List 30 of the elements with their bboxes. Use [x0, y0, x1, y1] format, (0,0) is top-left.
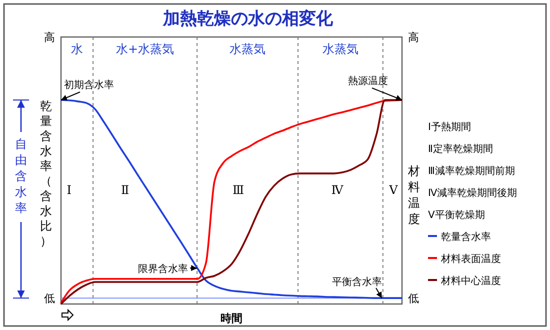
text: Ⅳ減率乾燥期間後期 — [428, 187, 518, 199]
text: Ⅰ予熱期間 — [428, 121, 471, 133]
annotation: 初期含水率 — [64, 79, 114, 91]
annotation: Ⅱ — [121, 183, 130, 197]
chart-title: 加熱乾燥の水の相変化 — [162, 9, 334, 29]
x-axis-title: 時間 — [220, 312, 242, 325]
annotation: 限界含水率 — [138, 263, 188, 275]
text: Ⅲ減率乾燥期間前期 — [428, 165, 515, 177]
text: Ⅱ定率乾燥期間 — [428, 143, 493, 155]
annotation: Ⅰ — [66, 183, 72, 197]
legend-label: 乾量含水率 — [441, 231, 491, 243]
text: 自由含水率 — [15, 137, 27, 215]
text: 高 — [44, 31, 55, 44]
text: 水蒸気 — [230, 42, 266, 56]
text: 乾量含水率（含水比） — [40, 99, 52, 248]
y2-axis-title: 材料温度 — [407, 164, 420, 226]
annotation: Ⅲ — [232, 183, 244, 197]
text: 水 — [71, 42, 84, 56]
legend-label: 材料中心温度 — [440, 275, 501, 287]
text: 水+水蒸気 — [116, 42, 174, 56]
annotation: 平衡含水率 — [332, 276, 382, 288]
ref-line-label: 低 — [44, 292, 55, 306]
text: 水蒸気 — [322, 42, 358, 56]
text: 低 — [408, 292, 419, 306]
legend-label: 材料表面温度 — [440, 253, 501, 265]
annotation: Ⅳ — [331, 183, 344, 197]
annotation: Ⅴ — [388, 183, 398, 197]
text: 高 — [408, 31, 419, 44]
annotation: 熱源温度 — [348, 75, 388, 87]
text: Ⅴ平衡乾燥期 — [428, 209, 485, 221]
